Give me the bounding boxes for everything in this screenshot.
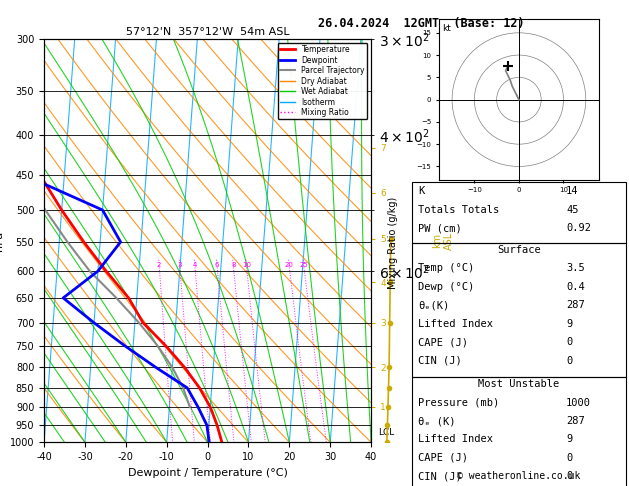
Text: Totals Totals: Totals Totals [418, 205, 499, 215]
Legend: Temperature, Dewpoint, Parcel Trajectory, Dry Adiabat, Wet Adiabat, Isotherm, Mi: Temperature, Dewpoint, Parcel Trajectory… [278, 43, 367, 120]
Text: 0: 0 [566, 337, 572, 347]
Text: 287: 287 [566, 416, 585, 426]
Text: Surface: Surface [497, 245, 541, 255]
Text: θₑ (K): θₑ (K) [418, 416, 456, 426]
X-axis label: Dewpoint / Temperature (°C): Dewpoint / Temperature (°C) [128, 468, 287, 478]
Text: PW (cm): PW (cm) [418, 223, 462, 233]
Text: 8: 8 [231, 262, 236, 268]
Text: K: K [418, 186, 425, 196]
Text: 3.5: 3.5 [566, 263, 585, 274]
Text: CAPE (J): CAPE (J) [418, 337, 468, 347]
Text: 2: 2 [157, 262, 162, 268]
Text: 4: 4 [192, 262, 197, 268]
Text: Lifted Index: Lifted Index [418, 434, 493, 445]
Text: © weatheronline.co.uk: © weatheronline.co.uk [457, 471, 581, 481]
Text: Temp (°C): Temp (°C) [418, 263, 474, 274]
Text: 45: 45 [566, 205, 579, 215]
Text: 0.4: 0.4 [566, 282, 585, 292]
Text: kt: kt [442, 24, 451, 33]
Text: θₑ(K): θₑ(K) [418, 300, 450, 311]
Y-axis label: hPa: hPa [0, 230, 4, 251]
Text: Most Unstable: Most Unstable [478, 379, 560, 389]
Text: 0: 0 [566, 356, 572, 366]
Text: Dewp (°C): Dewp (°C) [418, 282, 474, 292]
Text: 9: 9 [566, 434, 572, 445]
Text: 0.92: 0.92 [566, 223, 591, 233]
Text: 20: 20 [285, 262, 294, 268]
Text: 10: 10 [242, 262, 251, 268]
Text: LCL: LCL [377, 428, 394, 436]
Text: Lifted Index: Lifted Index [418, 319, 493, 329]
Text: 3: 3 [177, 262, 182, 268]
Text: 14: 14 [566, 186, 579, 196]
Text: 6: 6 [214, 262, 220, 268]
Text: Pressure (mb): Pressure (mb) [418, 398, 499, 408]
Text: CIN (J): CIN (J) [418, 471, 462, 482]
Text: 25: 25 [299, 262, 308, 268]
Text: 0: 0 [566, 471, 572, 482]
Text: 9: 9 [566, 319, 572, 329]
Text: Mixing Ratio (g/kg): Mixing Ratio (g/kg) [388, 197, 398, 289]
Text: 287: 287 [566, 300, 585, 311]
Text: 1000: 1000 [566, 398, 591, 408]
Text: 0: 0 [566, 453, 572, 463]
Text: CAPE (J): CAPE (J) [418, 453, 468, 463]
Text: 26.04.2024  12GMT  (Base: 12): 26.04.2024 12GMT (Base: 12) [318, 17, 525, 30]
Title: 57°12'N  357°12'W  54m ASL: 57°12'N 357°12'W 54m ASL [126, 27, 289, 37]
Y-axis label: km
ASL: km ASL [432, 231, 454, 250]
Text: CIN (J): CIN (J) [418, 356, 462, 366]
